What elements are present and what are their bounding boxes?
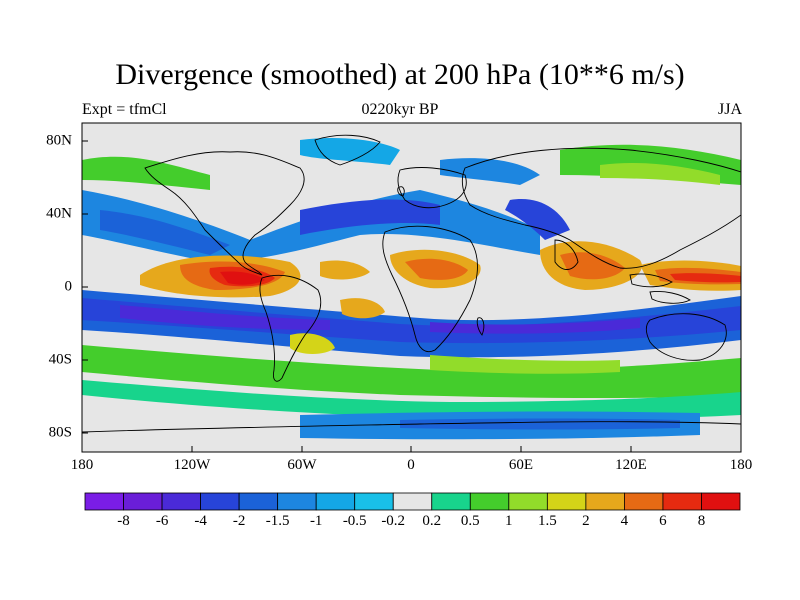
lat-label-0: 0 <box>64 278 73 295</box>
colorbar <box>84 492 741 511</box>
colorbar-label: -8 <box>117 513 130 529</box>
colorbar-label: -0.5 <box>342 513 367 529</box>
colorbar-swatch <box>161 492 201 511</box>
colorbar-swatch <box>392 492 433 511</box>
lat-label-80n: 80N <box>46 132 72 149</box>
colorbar-swatch <box>624 492 664 511</box>
colorbar-swatch <box>315 492 356 511</box>
lon-label-60e: 60E <box>508 457 534 473</box>
colorbar-swatch <box>585 492 625 511</box>
colorbar-swatch <box>508 492 548 511</box>
lon-label-180w: 180 <box>70 457 94 473</box>
colorbar-label: 0.5 <box>460 513 480 529</box>
colorbar-label: 6 <box>659 513 667 529</box>
colorbar-swatch <box>200 492 240 511</box>
colorbar-label: 4 <box>620 513 629 529</box>
colorbar-label: -1 <box>309 513 323 529</box>
lat-label-80s: 80S <box>48 424 72 441</box>
colorbar-swatch <box>469 492 510 511</box>
colorbar-swatch <box>238 492 279 511</box>
colorbar-label: -0.2 <box>381 513 406 529</box>
colorbar-swatch <box>354 492 394 511</box>
colorbar-label: 1.5 <box>538 513 557 529</box>
colorbar-label: 1 <box>505 513 513 529</box>
lon-label-180e: 180 <box>729 457 753 473</box>
divergence-field <box>82 123 741 452</box>
season-label: JJA <box>717 101 742 118</box>
colorbar-label: 8 <box>697 513 706 529</box>
colorbar-swatch <box>123 492 163 511</box>
colorbar-label: -4 <box>194 513 207 529</box>
lon-label-60w: 60W <box>287 457 317 473</box>
colorbar-swatch <box>701 492 741 511</box>
lat-label-40n: 40N <box>46 205 72 222</box>
colorbar-label: -6 <box>155 513 169 529</box>
colorbar-swatch <box>277 492 317 511</box>
colorbar-swatch <box>662 492 702 511</box>
colorbar-label: -1.5 <box>265 513 290 529</box>
experiment-label: Expt = tfmCl <box>82 101 167 118</box>
colorbar-label: -2 <box>232 513 246 529</box>
colorbar-swatch <box>546 492 587 511</box>
lat-label-40s: 40S <box>48 351 72 368</box>
lon-label-0: 0 <box>407 457 415 473</box>
colorbar-swatch <box>84 492 124 511</box>
map-title: Divergence (smoothed) at 200 hPa (10**6 … <box>115 58 685 91</box>
axis-ticks <box>81 140 742 452</box>
time-label: 0220kyr BP <box>361 101 439 118</box>
lon-label-120e: 120E <box>615 457 647 473</box>
colorbar-label: 2 <box>582 513 590 529</box>
coastlines <box>82 134 741 433</box>
colorbar-label: 0.2 <box>422 513 442 529</box>
lon-label-120w: 120W <box>173 457 211 473</box>
colorbar-swatch <box>431 492 471 511</box>
